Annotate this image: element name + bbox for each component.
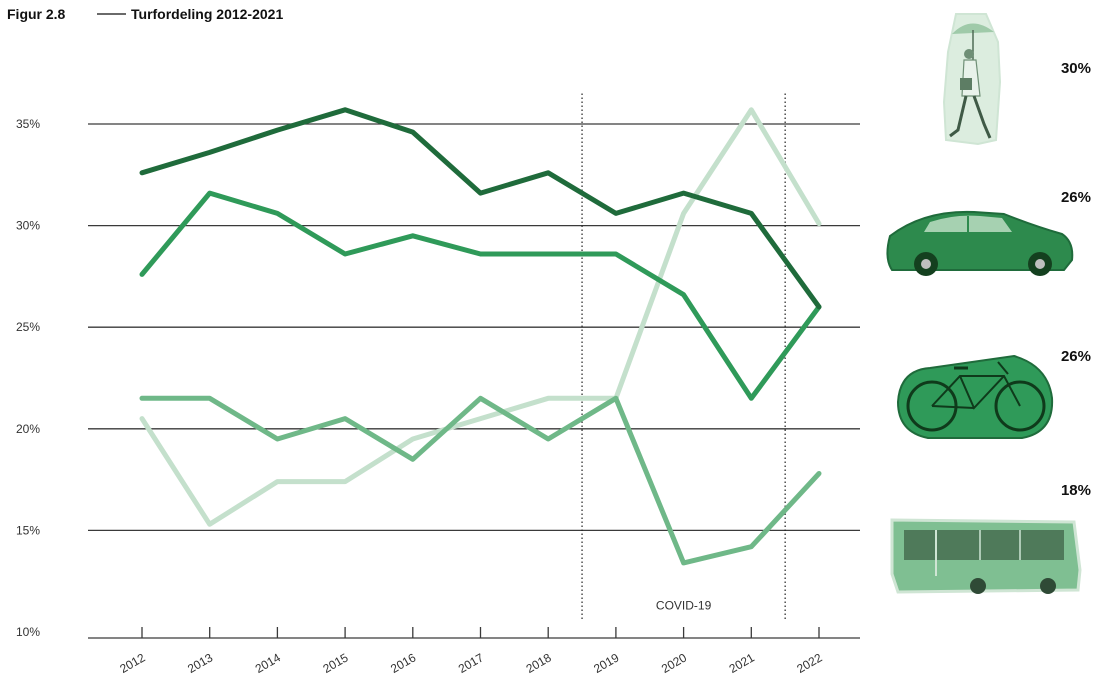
series-line-4 — [139, 107, 822, 527]
x-tick-label: 2016 — [388, 650, 418, 676]
legend-value-pedestrian: 30% — [1061, 60, 1091, 77]
y-tick-label: 35% — [16, 117, 40, 131]
x-tick-label: 2012 — [117, 650, 147, 676]
bus-icon — [890, 518, 1082, 594]
x-tick-label: 2019 — [591, 650, 621, 676]
y-tick-label: 15% — [16, 523, 40, 537]
legend-value-car: 26% — [1061, 189, 1091, 206]
legend-value-bus: 18% — [1061, 482, 1091, 499]
series-lines — [139, 107, 822, 566]
covid-period-markers: COVID-19 — [581, 93, 786, 620]
car-icon — [886, 210, 1074, 276]
x-tick-label: 2014 — [253, 650, 283, 676]
y-tick-label: 20% — [16, 422, 40, 436]
x-tick-label: 2022 — [794, 650, 824, 676]
x-axis: 2012 2013 2014 2015 2016 2017 2018 2019 2020 2021… — [88, 627, 860, 676]
gridlines: 10% 15% 20% 25% 30% 35% — [16, 117, 860, 639]
figure-number: Figur 2.8 — [7, 6, 66, 22]
x-tick-label: 2017 — [456, 650, 486, 676]
x-tick-label: 2021 — [727, 650, 757, 676]
y-tick-label: 30% — [16, 219, 40, 233]
legend-value-bicycle: 26% — [1061, 348, 1091, 365]
covid-label: COVID-19 — [656, 599, 712, 613]
chart-title: Turfordeling 2012-2021 — [131, 6, 283, 22]
x-tick-label: 2015 — [320, 650, 350, 676]
x-tick-label: 2013 — [185, 650, 215, 676]
bicycle-icon — [896, 354, 1054, 439]
x-tick-label: 2020 — [659, 650, 689, 676]
pedestrian-umbrella-icon — [942, 13, 1002, 146]
series-line-1 — [139, 107, 822, 310]
y-tick-label: 10% — [16, 625, 40, 639]
y-tick-label: 25% — [16, 320, 40, 334]
series-line-3 — [139, 395, 822, 566]
x-tick-label: 2018 — [524, 650, 554, 676]
series-line-2 — [139, 190, 822, 401]
